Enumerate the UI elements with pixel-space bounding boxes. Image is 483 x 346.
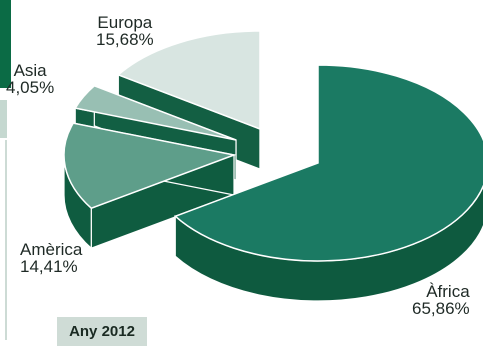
slice-label-asia: Asia 4,05%: [6, 62, 54, 96]
slice-name-africa: Àfrica: [426, 282, 470, 301]
slice-name-europa: Europa: [97, 13, 153, 32]
slice-name-asia: Asia: [13, 61, 47, 80]
slice-àfrica: [173, 64, 483, 262]
slice-value-europa: 15,68%: [96, 30, 154, 49]
slice-value-asia: 4,05%: [6, 78, 55, 97]
slice-value-america: 14,41%: [20, 257, 78, 276]
year-badge: Any 2012: [57, 317, 147, 346]
left-panel-edge-light: [0, 100, 7, 138]
slice-name-america: Amèrica: [20, 240, 83, 259]
slice-value-africa: 65,86%: [412, 299, 470, 318]
left-panel-edge-line: [5, 140, 7, 340]
left-panel-edge-dark: [0, 0, 11, 88]
slice-label-europa: Europa 15,68%: [96, 14, 154, 48]
slice-europa: [116, 30, 261, 131]
slice-amèrica: [63, 122, 237, 210]
slice-asia: [74, 84, 237, 141]
slice-label-africa: Àfrica 65,86%: [412, 283, 470, 317]
slice-label-america: Amèrica 14,41%: [20, 241, 82, 275]
